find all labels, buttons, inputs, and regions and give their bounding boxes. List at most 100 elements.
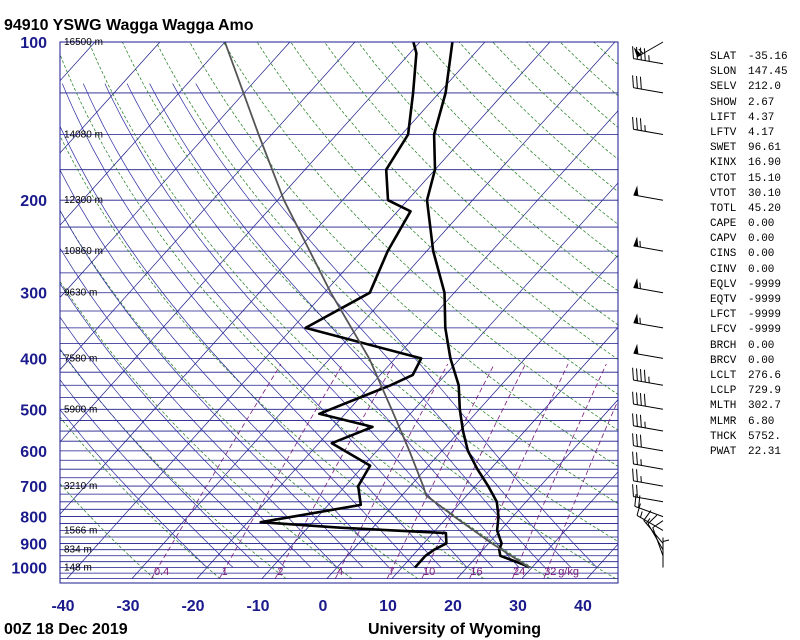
barb-full — [639, 76, 642, 90]
index-name: SWET — [710, 142, 737, 155]
dry-adiabat-line — [60, 209, 419, 579]
temperature-tick-label: 40 — [574, 598, 592, 615]
wind-barb — [633, 343, 664, 359]
barb-staff — [633, 58, 664, 65]
pressure-tick-label: 900 — [20, 536, 47, 553]
index-name: BRCV — [710, 354, 737, 367]
index-row: EQTV -9999 — [710, 293, 798, 308]
wind-barb — [632, 468, 664, 487]
barb-full — [632, 451, 634, 465]
isotherm-line — [60, 42, 421, 443]
index-value: -35.16 — [748, 51, 788, 63]
moist-adiabat-line — [195, 83, 598, 568]
barb-staff — [636, 41, 664, 58]
barb-staff — [633, 445, 664, 452]
wind-barb — [632, 451, 664, 470]
index-row: CINS 0.00 — [710, 247, 798, 262]
footer-date: 00Z 18 Dec 2019 — [4, 621, 128, 638]
index-row: SWET 96.61 — [710, 141, 798, 156]
dry-adiabat-line — [60, 483, 155, 579]
index-value: -9999 — [748, 294, 782, 306]
index-value: 0.00 — [748, 248, 775, 261]
barb-full — [636, 503, 641, 516]
barb-full — [643, 393, 646, 407]
barb-pennant — [633, 277, 639, 289]
index-name: EQTV — [710, 294, 737, 306]
isotherm-line — [60, 42, 226, 226]
isotherm-line — [0, 42, 30, 579]
index-value: 302.7 — [748, 400, 782, 413]
barb-staff — [633, 403, 664, 410]
index-name: EQLV — [710, 278, 737, 291]
isotherm-line — [196, 110, 618, 579]
index-name: MLTH — [710, 400, 737, 413]
barb-pennant — [633, 343, 639, 355]
index-name: VTOT — [710, 187, 737, 200]
mixing-ratio-line — [543, 399, 618, 579]
index-value: 15.10 — [748, 172, 782, 185]
dry-adiabat-line — [155, 42, 618, 505]
barb-full — [632, 433, 634, 446]
isotherm-line — [60, 42, 486, 515]
barb-half — [640, 511, 643, 518]
chart-grid — [0, 42, 618, 580]
dry-adiabat-line — [60, 135, 484, 579]
footer-source: University of Wyoming — [368, 621, 541, 638]
barb-full — [632, 413, 634, 426]
index-name: SHOW — [710, 96, 737, 109]
barb-staff — [633, 352, 664, 359]
barb-full — [652, 520, 664, 529]
index-value: 4.37 — [748, 111, 775, 124]
index-row: BRCV 0.00 — [710, 354, 798, 369]
index-row: LFTV 4.17 — [710, 126, 798, 141]
index-row: BRCH 0.00 — [710, 339, 798, 354]
moist-adiabat-line — [172, 83, 572, 568]
wind-barb — [632, 367, 664, 386]
wind-barb — [633, 313, 664, 329]
barb-full — [636, 76, 638, 89]
barb-pennant — [633, 185, 639, 196]
isotherm-line — [60, 42, 291, 298]
index-name: SELV — [710, 81, 737, 94]
mixing-ratio-line — [151, 363, 282, 579]
dry-adiabat-line — [88, 42, 616, 579]
barb-half — [639, 282, 641, 289]
dewpoint-line — [259, 42, 448, 569]
index-value: -9999 — [748, 324, 782, 337]
isotherm-line — [60, 42, 356, 371]
index-name: KINX — [710, 157, 737, 170]
index-row: CTOT 15.10 — [710, 172, 798, 187]
index-value: 147.45 — [748, 66, 788, 79]
barb-staff — [633, 496, 664, 503]
barb-staff — [633, 128, 664, 135]
index-value: 0.00 — [748, 218, 775, 231]
dry-adiabat-line — [60, 53, 550, 579]
index-row: CAPV 0.00 — [710, 232, 798, 247]
moist-adiabat-line — [60, 282, 312, 568]
isotherm-line — [326, 254, 618, 579]
mixing-ratio-line — [469, 363, 569, 579]
dry-adiabat-line — [60, 416, 221, 579]
pressure-tick-label: 700 — [20, 479, 47, 496]
temperature-tick-label: -20 — [181, 598, 204, 615]
barb-full — [636, 392, 638, 405]
moist-adiabat-line — [82, 83, 468, 568]
parcel-path-line — [224, 42, 530, 569]
barb-half — [639, 240, 641, 248]
index-name: CINS — [710, 248, 737, 261]
isotherm-line — [60, 42, 96, 82]
barb-half — [640, 476, 642, 483]
barb-full — [636, 117, 638, 131]
moist-adiabat-line — [60, 348, 260, 568]
moist-adiabat-line — [60, 316, 286, 568]
wind-barb — [633, 236, 664, 252]
index-name: LFTV — [710, 126, 737, 139]
index-row: SELV 212.0 — [710, 80, 798, 95]
barb-full — [632, 116, 634, 130]
chart-labels: 0.4 1 2 4 7 10 16 24 32 g/kg100200300400500600700… — [11, 35, 592, 615]
dry-adiabat-line — [256, 42, 618, 395]
index-row: CAPE 0.00 — [710, 217, 798, 232]
index-name: PWAT — [710, 445, 737, 458]
barb-full — [639, 47, 642, 61]
